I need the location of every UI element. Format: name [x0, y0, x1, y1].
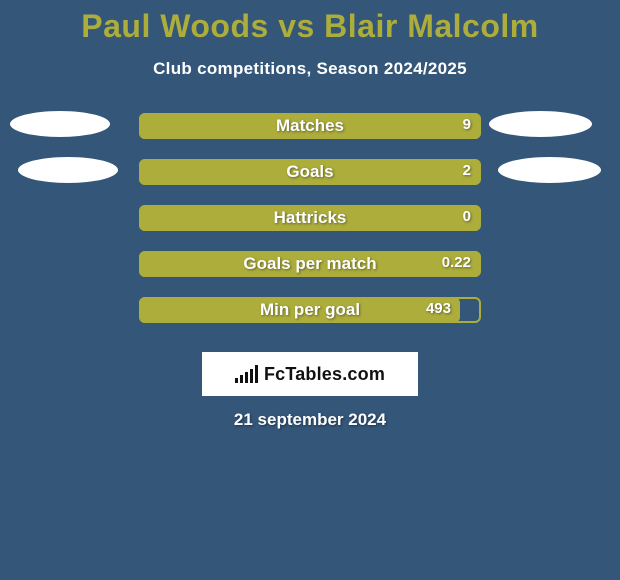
comparison-infographic: Paul Woods vs Blair Malcolm Club competi…	[0, 0, 620, 580]
stat-row: Matches 9	[0, 111, 620, 157]
stat-value: 0.22	[442, 254, 471, 271]
date-label: 21 september 2024	[234, 410, 386, 430]
stat-label: Matches	[276, 116, 344, 136]
stat-row: Goals 2	[0, 157, 620, 203]
stat-rows: Matches 9 Goals 2 Hattricks 0 Goals per match 0…	[0, 111, 620, 341]
stat-value: 9	[463, 116, 471, 133]
player-ellipse-right	[498, 157, 601, 183]
stat-row: Min per goal 493	[0, 295, 620, 341]
stat-label: Goals per match	[243, 254, 376, 274]
stat-value: 2	[463, 162, 471, 179]
stat-row: Hattricks 0	[0, 203, 620, 249]
stat-label: Goals	[286, 162, 333, 182]
logo-bar-icon	[235, 378, 238, 383]
stat-row: Goals per match 0.22	[0, 249, 620, 295]
logo-text: FcTables.com	[264, 364, 385, 385]
player-ellipse-left	[10, 111, 110, 137]
stat-label: Hattricks	[274, 208, 347, 228]
player-ellipse-left	[18, 157, 118, 183]
logo-bars-icon	[235, 365, 258, 383]
logo-bar-icon	[255, 365, 258, 383]
player-ellipse-right	[489, 111, 592, 137]
logo-bar-icon	[240, 375, 243, 383]
page-title: Paul Woods vs Blair Malcolm	[0, 0, 620, 45]
stat-value: 493	[426, 300, 451, 317]
logo-bar-icon	[245, 372, 248, 383]
stat-label: Min per goal	[260, 300, 360, 320]
fctables-logo: FcTables.com	[202, 352, 418, 396]
stat-value: 0	[463, 208, 471, 225]
logo-bar-icon	[250, 369, 253, 383]
subtitle: Club competitions, Season 2024/2025	[0, 59, 620, 79]
